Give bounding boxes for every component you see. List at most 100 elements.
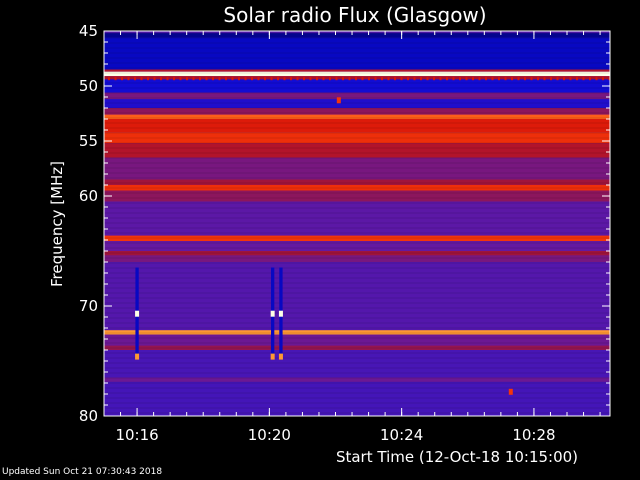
periodic-mark: [374, 77, 377, 81]
frequency-band: [104, 119, 610, 133]
updated-timestamp: Updated Sun Oct 21 07:30:43 2018: [2, 467, 163, 477]
periodic-mark: [576, 77, 578, 81]
frequency-band: [104, 190, 610, 202]
periodic-mark: [244, 77, 247, 81]
periodic-mark: [530, 77, 533, 81]
periodic-mark: [251, 77, 253, 81]
y-tick-label: 80: [79, 407, 98, 425]
frequency-band: [104, 92, 610, 100]
frequency-band: [104, 157, 610, 180]
frequency-band: [104, 185, 610, 191]
periodic-mark: [290, 77, 292, 81]
frame-border: [103, 30, 611, 417]
periodic-mark: [335, 77, 338, 81]
frequency-band: [104, 381, 610, 416]
x-axis-label: Start Time (12-Oct-18 10:15:00): [336, 448, 578, 466]
hotspot: [278, 310, 283, 317]
frequency-band: [104, 334, 610, 346]
periodic-mark: [316, 77, 318, 81]
hotspot: [336, 97, 341, 104]
texture-lines: [104, 32, 610, 414]
periodic-mark: [589, 77, 591, 81]
periodic-mark: [121, 77, 123, 81]
frequency-band: [104, 262, 610, 331]
periodic-mark: [433, 77, 435, 81]
periodic-mark: [257, 77, 260, 81]
y-tick-label: 45: [79, 22, 98, 40]
periodic-mark: [309, 77, 312, 81]
periodic-mark: [270, 77, 273, 81]
periodic-mark: [478, 77, 481, 81]
periodic-mark: [524, 77, 526, 81]
periodic-mark: [192, 77, 195, 81]
periodic-mark: [550, 77, 552, 81]
y-tick-label: 50: [79, 77, 98, 95]
frequency-band: [104, 251, 610, 256]
periodic-mark: [491, 77, 494, 81]
periodic-mark: [355, 77, 357, 81]
periodic-mark: [283, 77, 286, 81]
periodic-mark: [452, 77, 455, 81]
periodic-mark: [140, 77, 143, 81]
periodic-mark: [127, 77, 130, 81]
periodic-mark: [186, 77, 188, 81]
frequency-band: [104, 235, 610, 242]
frequency-band: [104, 143, 610, 158]
periodic-mark: [563, 77, 565, 81]
periodic-mark: [303, 77, 305, 81]
periodic-mark: [348, 77, 351, 81]
frequency-band: [104, 350, 610, 378]
y-tick-label: 70: [79, 297, 98, 315]
hotspot: [278, 353, 283, 360]
periodic-mark: [465, 77, 468, 81]
periodic-mark: [212, 77, 214, 81]
x-axis: 10:16 10:20 10:24 10:28: [103, 31, 601, 444]
frequency-band: [104, 330, 610, 335]
frequency-band: [104, 114, 610, 119]
periodic-mark: [498, 77, 500, 81]
periodic-mark: [485, 77, 487, 81]
hotspot: [135, 310, 140, 317]
x-tick-label: 10:28: [512, 426, 555, 444]
periodic-mark: [342, 77, 344, 81]
frequency-band: [104, 71, 610, 77]
periodic-mark: [413, 77, 416, 81]
frequency-band: [104, 69, 610, 72]
periodic-mark: [329, 77, 331, 81]
periodic-mark: [368, 77, 370, 81]
plot-frame: [103, 30, 611, 417]
hotspot: [270, 353, 275, 360]
frequency-band: [104, 255, 610, 262]
periodic-mark: [166, 77, 169, 81]
chart-title: Solar radio Flux (Glasgow): [223, 3, 486, 27]
periodic-mark: [387, 77, 390, 81]
frequency-band: [104, 201, 610, 236]
periodic-mark: [517, 77, 520, 81]
periodic-mark: [537, 77, 539, 81]
frequency-band: [104, 99, 610, 108]
frequency-band: [104, 108, 610, 115]
periodic-mark: [238, 77, 240, 81]
frequency-band: [104, 79, 610, 93]
periodic-mark: [439, 77, 442, 81]
periodic-mark: [407, 77, 409, 81]
hotspot: [270, 310, 275, 317]
periodic-mark: [361, 77, 364, 81]
periodic-mark: [543, 77, 546, 81]
periodic-mark: [153, 77, 156, 81]
frequency-band: [104, 37, 610, 70]
periodic-marks: [108, 77, 611, 81]
periodic-mark: [108, 77, 110, 81]
y-tick-label: 55: [79, 132, 98, 150]
periodic-mark: [231, 77, 234, 81]
periodic-mark: [511, 77, 513, 81]
periodic-mark: [264, 77, 266, 81]
periodic-mark: [426, 77, 429, 81]
hotspot: [508, 388, 513, 395]
periodic-mark: [595, 77, 598, 81]
periodic-mark: [173, 77, 175, 81]
periodic-mark: [134, 77, 136, 81]
periodic-mark: [160, 77, 162, 81]
periodic-mark: [381, 77, 383, 81]
